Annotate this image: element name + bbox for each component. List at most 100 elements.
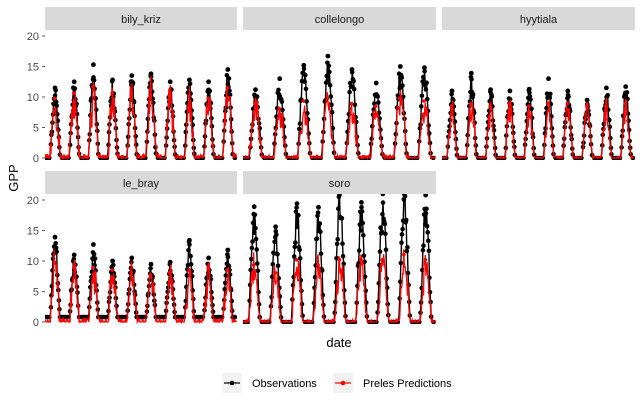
observation-point [337,194,342,197]
legend-item-0: Observations [222,373,317,393]
y-tick-label: 15 [27,62,39,74]
observation-peak-point [277,76,283,82]
legend-key-point [340,380,346,386]
observation-point [256,301,262,307]
plot-area-bily_kriz [45,62,237,160]
observation-point [296,213,301,218]
prediction-point [110,91,114,95]
observation-point [334,241,340,247]
observation-point [145,116,151,122]
observation-peak-point [148,261,154,267]
observation-point [187,81,193,86]
observation-peak-point [110,258,115,264]
observation-point [543,126,548,131]
observation-point [297,247,302,253]
strip-label-hyytiala: hyytiala [520,14,558,26]
observation-point [356,248,362,253]
observation-point [400,83,405,88]
observation-peak-point [206,255,212,261]
prediction-point [301,99,306,103]
observation-point [605,93,610,98]
prediction-point [253,101,257,106]
observation-point [312,274,318,280]
observation-point [329,109,335,115]
observation-point [340,253,346,259]
observation-peak-point [584,97,590,103]
observation-point [347,89,352,95]
observation-point [486,108,492,113]
observation-point [419,93,425,99]
observation-point [335,237,341,242]
observation-peak-point [546,76,551,82]
y-tick-label: 5 [33,287,39,299]
observation-point [340,241,345,246]
predictions-line-le_bray [45,249,237,324]
observation-peak-point [507,88,513,94]
prediction-point [449,104,454,108]
prediction-point [623,101,628,106]
prediction-point [422,99,426,103]
prediction-point [148,273,153,278]
observation-point [223,273,229,278]
observation-point [303,72,308,78]
observation-peak-point [380,194,386,197]
strip-bily_kriz [45,7,237,30]
legend-label: Preles Predictions [363,378,452,390]
observation-point [421,243,426,249]
observation-point [297,121,303,126]
observation-peak-point [187,237,192,243]
prediction-point [129,270,134,275]
observation-peak-point [251,204,257,210]
observation-point [250,239,255,244]
observation-peak-point [206,79,212,85]
y-tick-label: 15 [27,226,39,238]
observation-point [426,248,432,254]
observation-peak-point [604,85,609,91]
observation-point [382,221,388,227]
observation-point [229,298,234,304]
observation-point [370,123,375,129]
observation-point [186,247,191,253]
predictions-line-bily_kriz [45,72,237,160]
observation-point [314,236,320,242]
panel-collelongo: collelongo [243,7,436,160]
observation-peak-point [110,77,115,83]
observation-point [327,69,332,75]
observation-point [318,251,324,256]
observation-point [426,123,431,128]
observation-point [294,205,299,210]
y-axis-title: GPP [6,164,21,191]
observation-point [227,88,232,93]
observation-point [324,73,330,79]
y-tick-label: 0 [33,317,39,329]
y-tick-label: 20 [27,31,39,43]
observation-point [304,99,310,104]
observation-point [143,314,148,320]
strip-label-soro: soro [329,178,350,190]
observation-peak-point [526,86,532,92]
strip-soro [243,171,436,194]
prediction-point [187,94,191,98]
observation-peak-point [402,194,407,196]
observation-point [359,209,365,214]
prediction-point [565,101,570,106]
observation-point [317,221,323,226]
observation-point [422,69,427,74]
observation-point [336,206,341,211]
y-tick-label: 20 [27,195,39,207]
observation-peak-point [253,87,258,93]
observation-point [380,211,385,217]
observation-point [54,103,59,109]
panel-le_bray: le_bray 0 5 10 15 20 [27,171,237,329]
observation-point [402,194,408,199]
prediction-point [72,265,76,270]
observation-point [327,83,333,88]
observation-point [315,210,321,215]
observation-point [405,270,411,276]
prediction-point [273,270,278,275]
observation-point [425,230,431,235]
prediction-point [507,101,512,106]
strip-le_bray [45,171,237,194]
observation-point [92,256,98,261]
